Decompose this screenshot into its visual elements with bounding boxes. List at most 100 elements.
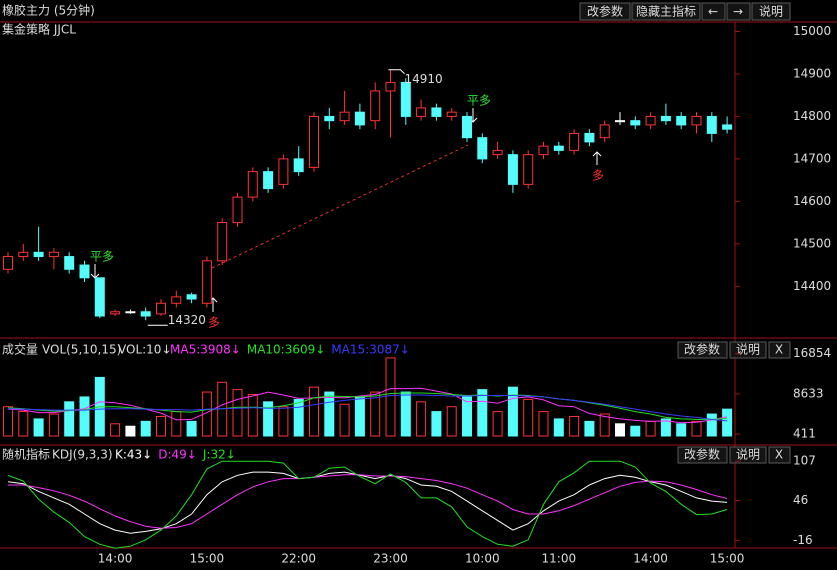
volume-bar bbox=[110, 423, 121, 437]
button[interactable]: 改参数 bbox=[677, 341, 728, 359]
button[interactable]: X bbox=[768, 341, 791, 359]
volume-bar bbox=[400, 391, 411, 437]
indicator-line bbox=[7, 392, 728, 420]
candle-body bbox=[171, 296, 182, 304]
x-tick-label: 15:00 bbox=[710, 552, 745, 566]
volume-bar bbox=[630, 425, 641, 437]
volume-bar bbox=[232, 389, 243, 437]
volume-bar bbox=[569, 415, 580, 437]
volume-bar bbox=[370, 391, 381, 437]
volume-bar bbox=[462, 396, 472, 437]
candle-body bbox=[18, 251, 29, 258]
button[interactable]: → bbox=[726, 2, 751, 21]
button-label[interactable]: → bbox=[733, 5, 743, 19]
x-tick-label: 22:00 bbox=[281, 552, 316, 566]
volume-bar bbox=[278, 406, 289, 437]
candle-body bbox=[599, 124, 610, 139]
volume-bar bbox=[293, 398, 304, 437]
indicator-line bbox=[7, 394, 728, 422]
candle-body bbox=[569, 132, 580, 151]
candle-body bbox=[722, 124, 733, 130]
volume-bar bbox=[339, 403, 350, 437]
candle-body bbox=[492, 149, 503, 156]
button-label[interactable]: X bbox=[775, 343, 783, 357]
volume-bar bbox=[477, 389, 488, 437]
volume-bar bbox=[140, 420, 151, 437]
volume-bar bbox=[615, 423, 625, 437]
legend-label: MA5:3908↓ bbox=[170, 343, 241, 357]
volume-bar bbox=[431, 411, 442, 437]
button-label[interactable]: 说明 bbox=[736, 342, 760, 357]
candle-body bbox=[615, 120, 625, 123]
candle-body bbox=[125, 311, 136, 314]
annotation-bracket bbox=[388, 69, 405, 75]
button[interactable]: X bbox=[768, 446, 791, 464]
button[interactable]: 隐藏主指标 bbox=[631, 2, 701, 21]
volume-bar bbox=[33, 418, 44, 437]
candle-body bbox=[278, 158, 289, 185]
volume-bar bbox=[156, 415, 166, 437]
candle-body bbox=[676, 115, 687, 126]
candle-body bbox=[64, 256, 75, 270]
candle-body bbox=[79, 264, 90, 279]
button-label[interactable]: 改参数 bbox=[684, 342, 720, 357]
volume-bar bbox=[584, 420, 595, 437]
button-label[interactable]: 说明 bbox=[759, 4, 783, 19]
candle-body bbox=[339, 111, 350, 122]
signal-label: 多 bbox=[592, 169, 604, 183]
candle-body bbox=[3, 256, 13, 270]
button[interactable]: 改参数 bbox=[579, 2, 631, 21]
panel-subtitle: KDJ(9,3,3) bbox=[52, 448, 113, 462]
button-label[interactable]: 说明 bbox=[736, 447, 760, 462]
candle-body bbox=[400, 81, 411, 117]
button[interactable]: 说明 bbox=[751, 2, 791, 21]
button-label[interactable]: 改参数 bbox=[684, 447, 720, 462]
button-label[interactable]: 改参数 bbox=[587, 4, 623, 19]
button[interactable]: ← bbox=[701, 2, 726, 21]
volume-bar bbox=[416, 401, 427, 437]
volume-bar bbox=[263, 401, 274, 437]
volume-bar bbox=[309, 386, 319, 437]
volume-bar bbox=[599, 413, 610, 437]
volume-bar bbox=[722, 408, 733, 437]
y-tick-label: 14600 bbox=[793, 194, 831, 208]
signal-label: 平多 bbox=[467, 94, 491, 108]
candle-body bbox=[553, 145, 564, 151]
volume-bar bbox=[354, 396, 365, 437]
button-label[interactable]: X bbox=[775, 448, 783, 462]
volume-bar bbox=[324, 391, 335, 437]
panel-title: 随机指标 bbox=[2, 447, 50, 462]
y-tick-label: 15000 bbox=[793, 24, 831, 38]
button-label[interactable]: ← bbox=[708, 5, 718, 19]
candle-body bbox=[691, 115, 702, 126]
y-tick-label: 107 bbox=[793, 454, 816, 468]
strategy-label: 集金策略 JJCL bbox=[2, 22, 76, 37]
indicator-line bbox=[7, 471, 728, 534]
volume-bar bbox=[18, 411, 29, 437]
button[interactable]: 改参数 bbox=[677, 446, 728, 464]
button-label[interactable]: 隐藏主指标 bbox=[636, 4, 696, 19]
y-tick-label: -16 bbox=[793, 533, 813, 547]
signal-label: 多 bbox=[208, 316, 220, 330]
candle-body bbox=[706, 115, 717, 134]
candle-body bbox=[385, 81, 396, 92]
y-tick-label: 14700 bbox=[793, 151, 831, 165]
volume-bar bbox=[553, 418, 564, 437]
current-value: VOL:10↓ bbox=[118, 343, 172, 357]
x-tick-label: 14:00 bbox=[98, 552, 133, 566]
min-label: 14320 bbox=[168, 313, 206, 327]
candle-body bbox=[462, 115, 472, 139]
volume-bar bbox=[3, 406, 13, 437]
x-tick-label: 15:00 bbox=[190, 552, 225, 566]
x-tick-label: 14:00 bbox=[633, 552, 668, 566]
candle-body bbox=[584, 132, 595, 143]
legend-label: MA15:3087↓ bbox=[331, 343, 409, 357]
volume-bar bbox=[645, 420, 656, 437]
candle-body bbox=[431, 107, 442, 117]
volume-bar bbox=[48, 413, 59, 437]
button[interactable]: 说明 bbox=[729, 446, 767, 464]
max-label: 14910 bbox=[405, 72, 443, 86]
button[interactable]: 说明 bbox=[729, 341, 767, 359]
y-tick-label: 411 bbox=[793, 426, 816, 440]
